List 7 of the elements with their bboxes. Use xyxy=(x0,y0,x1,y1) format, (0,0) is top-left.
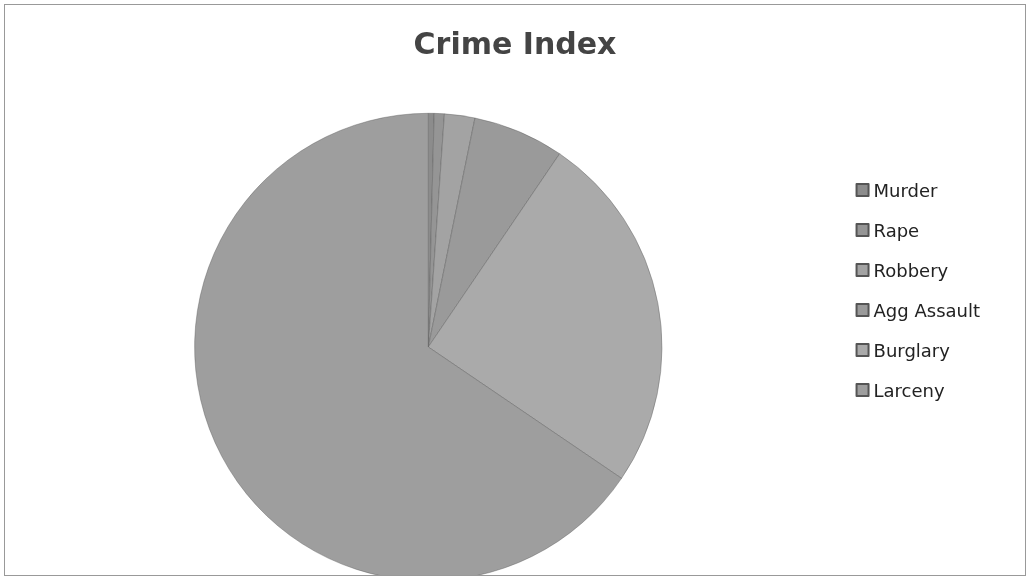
legend-label: Rape xyxy=(873,219,920,241)
legend-label: Murder xyxy=(873,179,939,201)
legend-label: Burglary xyxy=(873,339,951,361)
legend-label: Agg Assault xyxy=(873,299,980,321)
legend-label: Larceny xyxy=(873,379,945,401)
chart-title: Crime Index xyxy=(413,25,617,61)
legend-label: Robbery xyxy=(873,259,949,281)
